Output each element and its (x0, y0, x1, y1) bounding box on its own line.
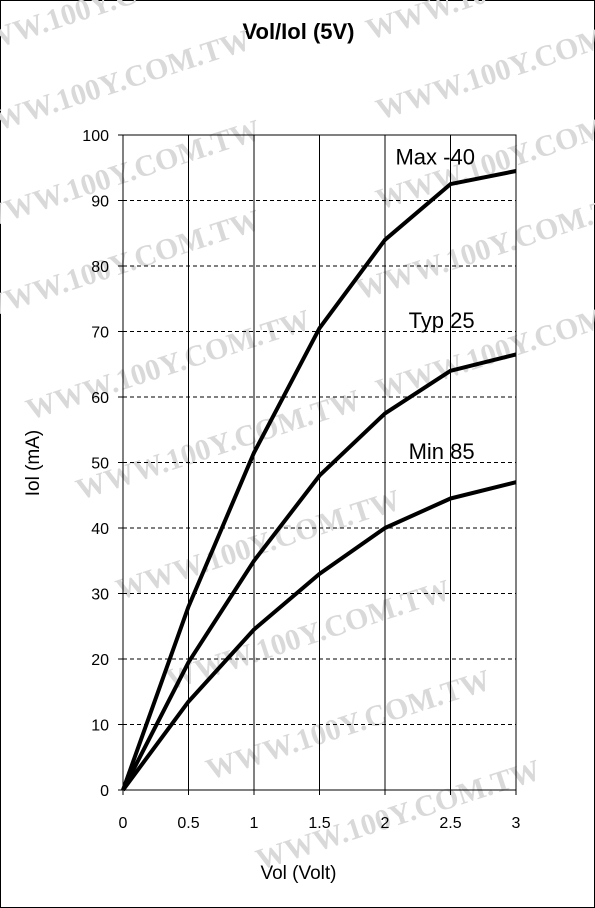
y-tick-label: 100 (82, 128, 109, 145)
axis-layer: 0 10 20 30 40 50 60 70 80 90 100 0 0.5 1 1.5 2 2.5 3 (82, 128, 520, 832)
x-tick-label: 0 (119, 815, 128, 832)
y-tick-label: 60 (91, 390, 109, 407)
y-tick-label: 70 (91, 325, 109, 342)
watermark-text: WWW.100Y.COM.TW (0, 203, 265, 326)
label-layer: Max -40 Typ 25 Min 85 (395, 144, 474, 464)
y-tick-label: 90 (91, 194, 109, 211)
y-tick-label: 20 (91, 652, 109, 669)
series-label: Min 85 (409, 439, 475, 464)
x-tick-label: 3 (512, 815, 521, 832)
y-tick-label: 80 (91, 259, 109, 276)
series-line (121, 480, 517, 792)
watermark-text: WWW.100Y.COM.TW (372, 283, 595, 406)
x-tick-label: 1.5 (308, 815, 330, 832)
x-tick-label: 0.5 (177, 815, 199, 832)
y-tick-label: 50 (91, 456, 109, 473)
watermark-text: WWW.100Y.COM.TW (72, 383, 365, 506)
watermark-text: WWW.100Y.COM.TW (252, 753, 545, 876)
y-tick-label: 0 (100, 783, 109, 800)
series-label: Max -40 (395, 144, 474, 169)
y-tick-label: 30 (91, 587, 109, 604)
x-tick-label: 1 (250, 815, 259, 832)
y-tick-label: 40 (91, 521, 109, 538)
chart-title: Vol/Iol (5V) (242, 19, 355, 44)
x-axis-label: Vol (Volt) (260, 863, 337, 884)
series-label: Typ 25 (409, 308, 475, 333)
x-tick-label: 2 (381, 815, 390, 832)
series-layer (121, 169, 517, 792)
y-tick-label: 10 (91, 718, 109, 735)
x-tick-label: 2.5 (439, 815, 461, 832)
watermark-text: WWW.100Y.COM.TW (22, 303, 315, 426)
